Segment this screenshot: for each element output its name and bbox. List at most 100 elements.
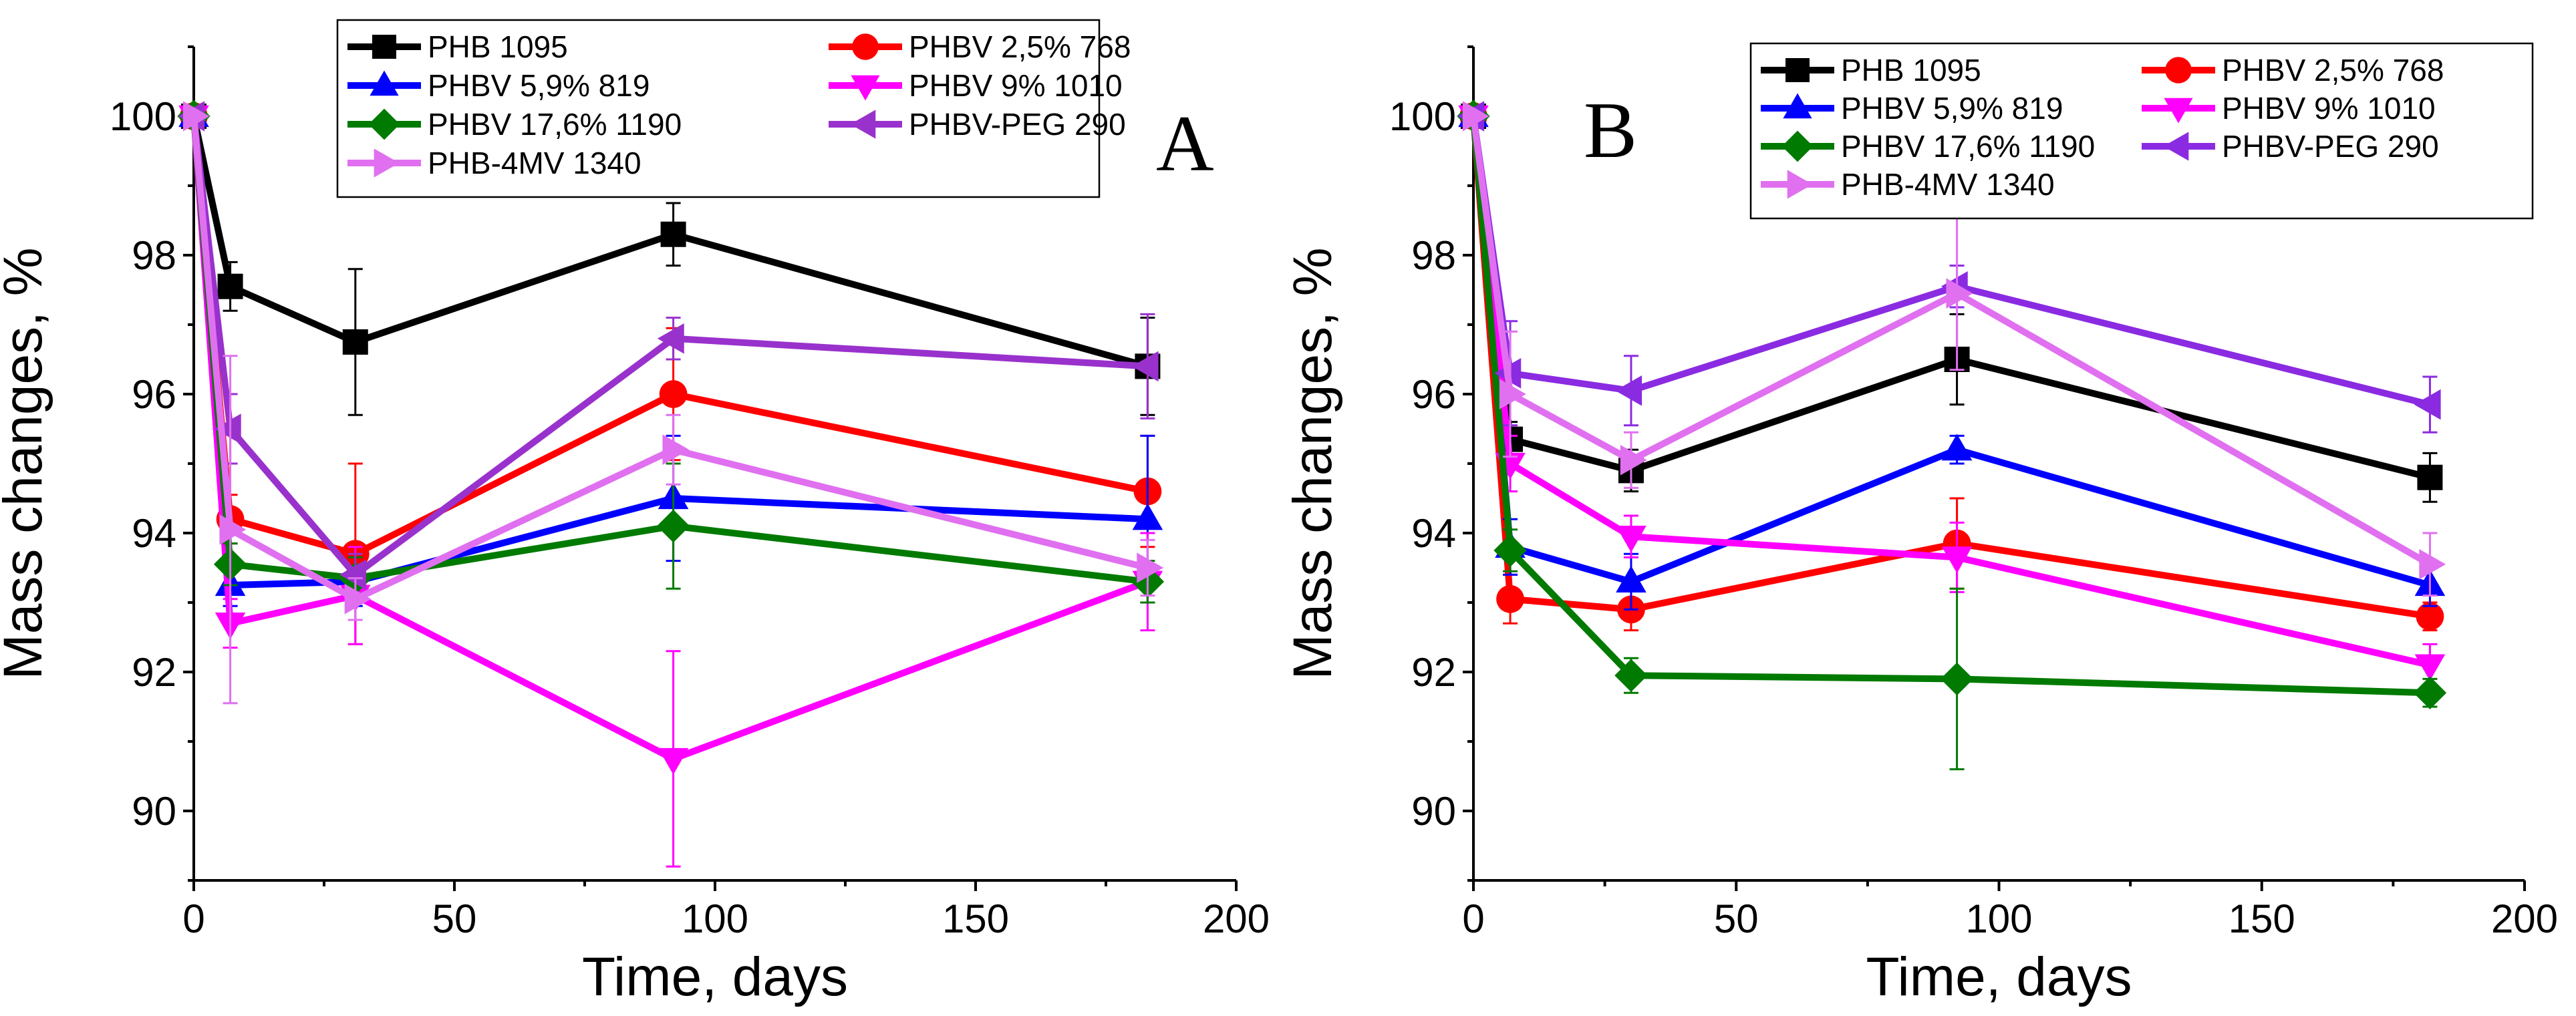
data-point bbox=[217, 273, 243, 299]
legend-label: PHBV 17,6% 1190 bbox=[1841, 129, 2095, 164]
series-phbv-peg-290 bbox=[178, 101, 1159, 597]
series-phb-4mv-1340 bbox=[182, 101, 1164, 705]
data-point bbox=[1137, 552, 1164, 583]
legend-marker bbox=[850, 110, 876, 139]
data-point bbox=[657, 323, 684, 354]
legend-label: PHBV 9% 1010 bbox=[909, 68, 1123, 103]
legend-label: PHBV-PEG 290 bbox=[909, 107, 1126, 142]
legend-item-phb-1095: PHB 1095 bbox=[347, 29, 568, 64]
series-line bbox=[190, 116, 1149, 762]
x-tick-label: 100 bbox=[682, 896, 748, 941]
x-tick-label: 0 bbox=[1462, 896, 1484, 941]
data-point bbox=[1946, 278, 1973, 309]
legend: PHB 1095 PHBV 2,5% 768 PHBV 5,9% 819 PHBV 9… bbox=[336, 19, 1131, 198]
data-point bbox=[182, 101, 210, 132]
y-axis-title: Mass changes, % bbox=[0, 247, 53, 679]
x-tick-label: 200 bbox=[1203, 896, 1270, 941]
data-point bbox=[1941, 434, 1973, 461]
legend-marker bbox=[2165, 57, 2192, 83]
x-axis-title: Time, days bbox=[582, 947, 848, 1007]
data-point bbox=[344, 584, 372, 615]
series-phb-4mv-1340 bbox=[1462, 101, 2446, 597]
legend-item-phbv-2-5-768: PHBV 2,5% 768 bbox=[829, 29, 1131, 64]
legend-marker bbox=[1783, 93, 1812, 119]
data-point bbox=[1131, 351, 1159, 382]
data-point bbox=[659, 380, 688, 408]
y-tick-label: 98 bbox=[1411, 233, 1456, 278]
legend-marker bbox=[1785, 58, 1810, 82]
data-point bbox=[214, 413, 241, 444]
y-tick-label: 98 bbox=[132, 233, 176, 278]
legend-item-phbv-5-9-819: PHBV 5,9% 819 bbox=[347, 68, 650, 103]
legend-label: PHBV 2,5% 768 bbox=[2222, 53, 2444, 88]
data-point bbox=[1620, 445, 1647, 476]
legend: PHB 1095 PHBV 2,5% 768 PHBV 5,9% 819 PHBV 9… bbox=[1749, 42, 2534, 220]
series-phbv-9-1010 bbox=[178, 105, 1163, 868]
legend-label: PHB-4MV 1340 bbox=[428, 146, 641, 180]
data-point bbox=[1493, 534, 1527, 567]
legend-box bbox=[336, 19, 1101, 198]
data-point bbox=[1616, 566, 1647, 592]
y-tick-label: 100 bbox=[1389, 94, 1456, 139]
legend-marker bbox=[374, 148, 400, 178]
data-point bbox=[660, 221, 686, 247]
legend-item-phbv-5-9-819: PHBV 5,9% 819 bbox=[1761, 91, 2063, 126]
legend-marker bbox=[370, 70, 399, 96]
data-point bbox=[656, 509, 690, 543]
legend-marker bbox=[368, 108, 400, 140]
data-point bbox=[1496, 584, 1524, 613]
chart-panel-a: 90 92 94 96 98 100 0 50 100 150 200 Time, days Mass … bbox=[0, 19, 1270, 1007]
legend-label: PHBV 17,6% 1190 bbox=[428, 107, 682, 142]
legend-item-phb-4mv-1340: PHB-4MV 1340 bbox=[347, 146, 641, 180]
legend-label: PHBV 9% 1010 bbox=[2222, 91, 2436, 126]
legend-marker bbox=[2164, 98, 2193, 124]
x-tick-label: 150 bbox=[2229, 896, 2295, 941]
data-point bbox=[2414, 654, 2446, 681]
legend-marker bbox=[852, 33, 879, 60]
data-point bbox=[1941, 546, 1973, 574]
legend-label: PHBV 2,5% 768 bbox=[909, 29, 1131, 64]
data-point bbox=[2413, 676, 2447, 709]
legend-marker bbox=[851, 75, 880, 101]
data-point bbox=[1499, 379, 1526, 409]
y-tick-label: 90 bbox=[132, 789, 176, 834]
y-tick-label: 100 bbox=[110, 94, 176, 139]
y-tick-label: 92 bbox=[1411, 650, 1456, 695]
data-point bbox=[1132, 503, 1163, 530]
data-point bbox=[662, 434, 690, 465]
y-axis-title: Mass changes, % bbox=[1282, 247, 1343, 679]
legend-label: PHBV-PEG 290 bbox=[2222, 129, 2439, 164]
y-tick-label: 94 bbox=[1411, 511, 1456, 556]
x-tick-label: 0 bbox=[182, 896, 204, 941]
legend-item-phb-4mv-1340: PHB-4MV 1340 bbox=[1761, 167, 2055, 202]
x-tick-label: 200 bbox=[2491, 896, 2558, 941]
data-point bbox=[2419, 549, 2446, 580]
legend-item-phbv-9-1010: PHBV 9% 1010 bbox=[2142, 91, 2436, 126]
panel-letter: A bbox=[1156, 99, 1214, 188]
legend-marker bbox=[1781, 130, 1814, 162]
legend-marker bbox=[2163, 132, 2189, 161]
legend-label: PHBV 5,9% 819 bbox=[428, 68, 650, 103]
data-point bbox=[2414, 389, 2441, 420]
data-point bbox=[219, 514, 247, 545]
legend-marker bbox=[372, 35, 396, 59]
x-axis-title: Time, days bbox=[1866, 947, 2132, 1007]
y-tick-label: 90 bbox=[1411, 789, 1456, 834]
data-point bbox=[1615, 375, 1642, 406]
data-point bbox=[658, 747, 689, 775]
data-point bbox=[2416, 602, 2444, 631]
legend-label: PHB 1095 bbox=[1841, 53, 1981, 88]
legend-item-phbv-17-6-1190: PHBV 17,6% 1190 bbox=[347, 107, 682, 142]
chart-panel-b: 90 92 94 96 98 100 0 50 100 150 200 Time, days Mass … bbox=[1282, 42, 2558, 1007]
data-point bbox=[339, 559, 366, 590]
x-tick-label: 50 bbox=[432, 896, 477, 941]
panel-letter: B bbox=[1584, 86, 1637, 174]
legend-item-phbv-peg-290: PHBV-PEG 290 bbox=[2142, 129, 2439, 164]
data-point bbox=[1940, 662, 1974, 696]
legend-marker bbox=[1787, 170, 1813, 199]
legend-label: PHBV 5,9% 819 bbox=[1841, 91, 2063, 126]
x-tick-label: 50 bbox=[1714, 896, 1759, 941]
legend-item-phbv-17-6-1190: PHBV 17,6% 1190 bbox=[1761, 129, 2095, 164]
legend-label: PHB-4MV 1340 bbox=[1841, 167, 2055, 202]
